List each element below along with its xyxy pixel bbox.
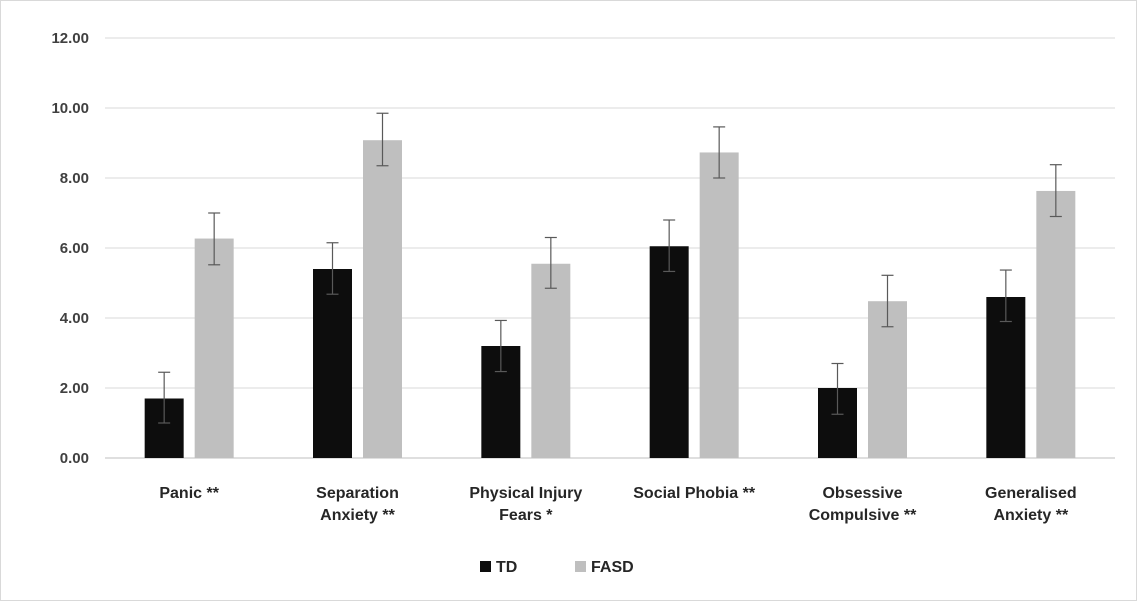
y-axis-tick-labels: 0.00 2.00 4.00 6.00 8.00 10.00 12.00 [51,30,89,467]
error-bars [158,112,1062,424]
x-category-label-line: Separation [316,485,399,502]
bar-fasd-5 [1036,190,1076,458]
y-tick-label: 10.00 [51,100,89,117]
legend-label-fasd: FASD [591,559,634,576]
bar-td-3 [649,246,689,458]
x-category-label: Panic ** [159,485,219,502]
grid-lines [105,37,1115,459]
bar-fasd-2 [531,263,571,458]
x-category-label-line: Obsessive [822,485,902,502]
x-category-label-line: Generalised [985,485,1077,502]
legend: TD FASD [480,559,634,576]
y-tick-label: 2.00 [60,380,89,397]
x-category-label-line: Social Phobia ** [633,485,756,502]
bars [144,140,1076,458]
y-tick-label: 4.00 [60,310,89,327]
bar-fasd-3 [699,152,739,458]
y-tick-label: 12.00 [51,30,89,47]
legend-swatch-td [480,561,491,572]
x-category-label: Physical Injury Fears * [469,485,582,524]
bar-td-5 [986,297,1026,458]
x-category-label-line: Fears * [499,507,553,524]
legend-label-td: TD [496,559,517,576]
bar-td-1 [313,269,352,458]
x-category-label-line: Anxiety ** [320,507,395,524]
x-category-label: Obsessive Compulsive ** [809,485,917,524]
bar-fasd-0 [194,238,234,458]
x-category-label-line: Compulsive ** [809,507,917,524]
y-tick-label: 6.00 [60,240,89,257]
x-category-label: Generalised Anxiety ** [985,485,1077,524]
bar-fasd-1 [363,140,402,458]
x-category-label-line: Anxiety ** [993,507,1068,524]
y-tick-label: 0.00 [60,450,89,467]
x-category-label-line: Panic ** [159,485,219,502]
x-category-label-line: Physical Injury [469,485,582,502]
x-category-label: Separation Anxiety ** [316,485,399,524]
x-axis-category-labels: Panic ** Separation Anxiety ** Physical Inj… [159,485,1076,524]
y-tick-label: 8.00 [60,170,89,187]
legend-swatch-fasd [575,561,586,572]
x-category-label: Social Phobia ** [633,485,756,502]
